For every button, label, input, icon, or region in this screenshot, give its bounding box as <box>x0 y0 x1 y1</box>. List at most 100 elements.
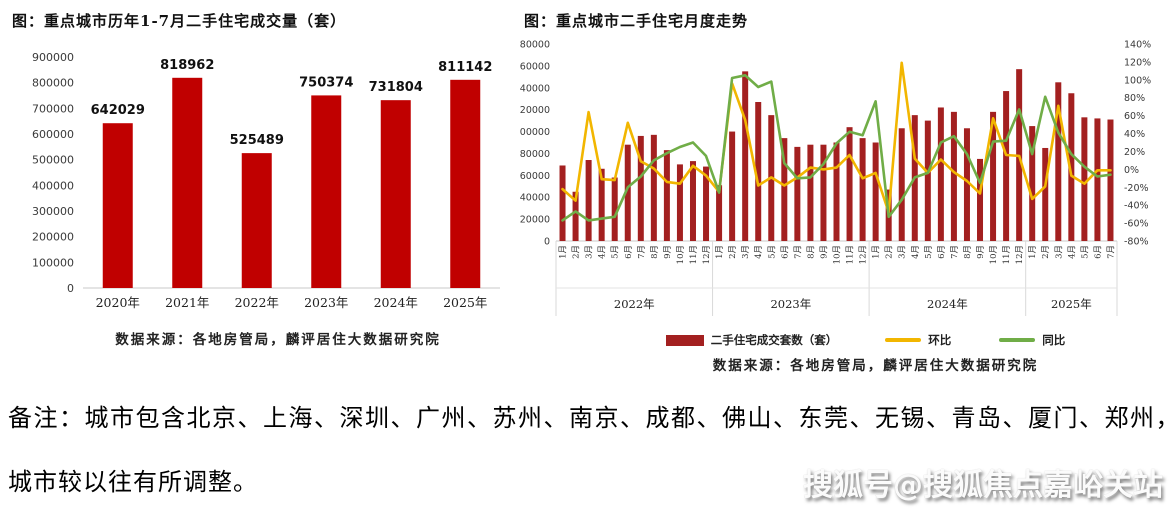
right-axis-tick: 100% <box>1124 75 1151 86</box>
bar-value-label: 811142 <box>438 60 492 75</box>
month-label: 10月 <box>676 245 686 264</box>
bar <box>1081 117 1088 241</box>
bar <box>898 128 905 241</box>
month-label-group: 3月 <box>898 245 908 259</box>
bar <box>689 161 696 241</box>
month-label-group: 9月 <box>820 245 830 259</box>
month-label-group: 10月 <box>833 245 843 264</box>
y-axis-tick: 500000 <box>32 154 74 167</box>
month-label: 1月 <box>715 245 725 259</box>
mom-line <box>561 61 1112 214</box>
bar <box>572 191 579 241</box>
month-label: 4月 <box>1067 245 1077 259</box>
y-axis-tick: 0 <box>67 282 74 295</box>
footnote-line-2: 城市较以往有所调整。 <box>8 468 258 496</box>
month-label-group: 7月 <box>950 245 960 259</box>
month-label: 9月 <box>663 245 673 259</box>
month-label-group: 1月 <box>1028 245 1038 259</box>
watermark-text: 搜狐号@搜狐焦点嘉峪关站 <box>803 468 1163 503</box>
right-axis-tick: 20% <box>1124 147 1145 158</box>
left-axis-tick: 100000 <box>520 127 550 138</box>
y-axis-tick: 200000 <box>32 231 74 244</box>
monthly-combo-chart: 0 20000 40000 60000 80000 100000 120000 140000 1… <box>520 40 1151 316</box>
month-label: 4月 <box>911 245 921 259</box>
bar <box>598 168 605 241</box>
bar <box>703 166 710 241</box>
month-label: 1月 <box>1028 245 1038 259</box>
legend-item-volume: 二手住宅成交套数（套） <box>665 332 838 348</box>
month-label: 3月 <box>1054 245 1064 259</box>
bar <box>450 79 481 288</box>
month-label: 7月 <box>637 245 647 259</box>
bar <box>1068 93 1075 241</box>
month-label-group: 5月 <box>924 245 934 259</box>
year-label: 2022年 <box>614 297 655 311</box>
month-label: 1月 <box>559 245 569 259</box>
month-label: 9月 <box>820 245 830 259</box>
left-axis-tick: 120000 <box>520 105 550 116</box>
right-axis-tick: 140% <box>1124 40 1151 51</box>
bar <box>977 158 984 241</box>
month-label-group: 8月 <box>806 245 816 259</box>
month-label: 4月 <box>598 245 608 259</box>
month-label-group: 11月 <box>1002 245 1012 264</box>
month-label: 5月 <box>924 245 934 259</box>
bar <box>637 135 644 241</box>
month-label: 5月 <box>767 245 777 259</box>
bar <box>663 150 670 241</box>
month-label-group: 4月 <box>1067 245 1077 259</box>
month-label-group: 9月 <box>663 245 673 259</box>
year-label: 2023年 <box>770 297 811 311</box>
month-label: 3月 <box>585 245 595 259</box>
left-axis-tick: 0 <box>544 237 550 248</box>
bar <box>807 144 814 241</box>
month-label-group: 2月 <box>885 245 895 259</box>
month-label-group: 4月 <box>754 245 764 259</box>
month-label-group: 8月 <box>650 245 660 259</box>
month-label: 6月 <box>624 245 634 259</box>
month-label: 2月 <box>885 245 895 259</box>
month-label-group: 7月 <box>793 245 803 259</box>
legend-label-yoy: 同比 <box>1042 333 1066 347</box>
x-axis-category-label: 2021年 <box>165 295 209 310</box>
month-label: 5月 <box>611 245 621 259</box>
bar-value-label: 525489 <box>230 133 284 148</box>
month-label-group: 7月 <box>637 245 647 259</box>
month-label-group: 2月 <box>1041 245 1051 259</box>
legend-label-volume: 二手住宅成交套数（套） <box>710 333 838 347</box>
bar <box>1003 91 1010 241</box>
bar <box>102 123 133 288</box>
month-label-group: 9月 <box>976 245 986 259</box>
bar <box>781 138 788 241</box>
month-label: 3月 <box>898 245 908 259</box>
x-axis-category-label: 2023年 <box>304 295 348 310</box>
month-label: 11月 <box>846 245 856 264</box>
month-label: 2月 <box>572 245 582 259</box>
right-axis-tick: 60% <box>1124 111 1145 122</box>
month-label: 11月 <box>1002 245 1012 264</box>
bar-value-label: 818962 <box>160 58 214 73</box>
bar <box>624 144 631 241</box>
y-axis-tick: 100000 <box>32 256 74 269</box>
month-label-group: 12月 <box>859 245 869 264</box>
bar <box>1029 126 1036 241</box>
legend-label-mom: 环比 <box>928 333 952 347</box>
month-label-group: 12月 <box>702 245 712 264</box>
left-axis-tick: 80000 <box>520 149 550 160</box>
month-label-group: 4月 <box>911 245 921 259</box>
month-label-group: 5月 <box>767 245 777 259</box>
year-label: 2024年 <box>927 297 968 311</box>
right-axis-tick: 0% <box>1124 165 1139 176</box>
month-label-group: 1月 <box>559 245 569 259</box>
left-axis-tick: 180000 <box>520 40 550 51</box>
bar-value-label: 750374 <box>299 75 353 90</box>
bar <box>311 95 342 288</box>
bar <box>380 100 411 288</box>
month-label: 5月 <box>1080 245 1090 259</box>
bar <box>820 144 827 241</box>
month-label: 2月 <box>1041 245 1051 259</box>
month-label: 8月 <box>963 245 973 259</box>
month-label-group: 5月 <box>611 245 621 259</box>
bar <box>963 128 970 241</box>
